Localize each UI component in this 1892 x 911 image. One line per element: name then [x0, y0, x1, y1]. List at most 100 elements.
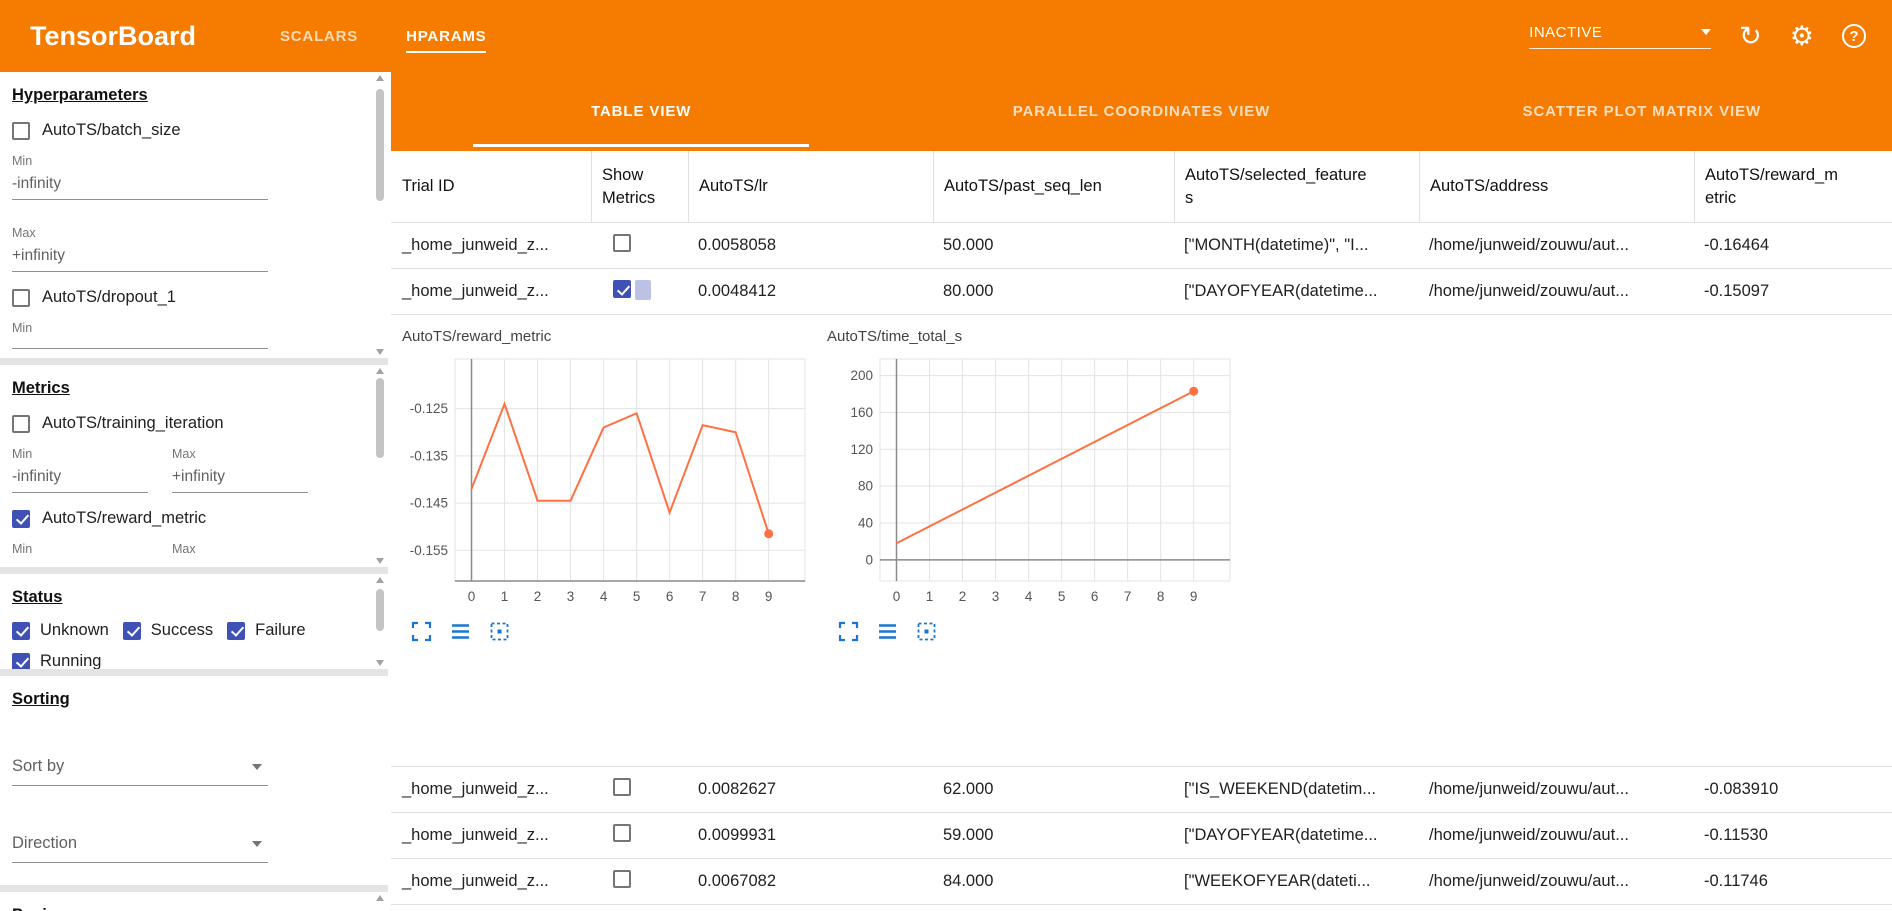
- success-checkbox[interactable]: [122, 621, 141, 640]
- table-row[interactable]: _home_junweid_z... 0.0082627 62.000 ["IS_WE…: [391, 767, 1892, 813]
- scroll-down-icon[interactable]: [376, 558, 384, 564]
- cell-trial-id: _home_junweid_z...: [402, 236, 549, 254]
- status-unknown[interactable]: Unknown: [12, 621, 109, 640]
- show-metrics-checkbox[interactable]: [613, 778, 631, 796]
- col-lr: AutoTS/lr: [688, 151, 933, 222]
- help-icon[interactable]: ?: [1842, 24, 1866, 48]
- cell-lr: 0.0058058: [698, 236, 776, 254]
- svg-text:0: 0: [893, 589, 901, 604]
- status-running[interactable]: Running: [12, 652, 101, 669]
- metric-training-iteration-row[interactable]: AutoTS/training_iteration: [12, 414, 388, 433]
- batch-size-min-input[interactable]: -infinity: [12, 168, 268, 200]
- dropout-checkbox[interactable]: [12, 288, 30, 307]
- table-row[interactable]: _home_junweid_z... 0.0067082 84.000 ["WEEKO…: [391, 859, 1892, 905]
- sorting-panel: Sorting Sort by Direction: [0, 676, 388, 885]
- scroll-down-icon[interactable]: [376, 660, 384, 666]
- tab-scatter-plot-matrix-view[interactable]: SCATTER PLOT MATRIX VIEW: [1522, 103, 1762, 120]
- cell-past-seq-len: 59.000: [943, 826, 994, 844]
- selection-box-icon[interactable]: [489, 621, 510, 642]
- status-filters: Unknown Success Failure Running: [12, 621, 372, 669]
- table-row[interactable]: _home_junweid_z... 0.0048412 80.000 ["DAYOF…: [391, 269, 1892, 315]
- run-status-dropdown[interactable]: INACTIVE: [1529, 23, 1712, 49]
- gear-icon[interactable]: ⚙: [1789, 20, 1814, 52]
- scrollbar[interactable]: [375, 577, 386, 666]
- hparam-dropout-row[interactable]: AutoTS/dropout_1: [12, 288, 388, 307]
- batch-size-checkbox[interactable]: [12, 121, 30, 140]
- cell-selected-features: ["DAYOFYEAR(datetime...: [1184, 826, 1378, 844]
- reward-metric-chart: 0 1 2 3 4 5 6 7 8 9 -0.125 -0.135 -0.145 -0.155: [410, 358, 806, 604]
- batch-size-max-input[interactable]: +infinity: [12, 240, 268, 272]
- tab-table-view[interactable]: TABLE VIEW: [391, 72, 891, 151]
- tab-scalars[interactable]: SCALARS: [280, 27, 359, 45]
- table-header: Trial ID Show Metrics AutoTS/lr AutoTS/p…: [391, 151, 1892, 223]
- status-failure[interactable]: Failure: [227, 621, 306, 640]
- chart-toolbar: [411, 621, 528, 642]
- tab-parallel-coordinates-view[interactable]: PARALLEL COORDINATES VIEW: [1012, 103, 1271, 120]
- metric-min-input[interactable]: -infinity: [12, 461, 148, 493]
- selection-box-icon[interactable]: [916, 621, 937, 642]
- scrollbar[interactable]: [375, 895, 386, 911]
- sort-by-select[interactable]: Sort by: [12, 751, 268, 786]
- show-metrics-checkbox[interactable]: [613, 824, 631, 842]
- metrics-panel: Metrics AutoTS/training_iteration Min -i…: [0, 365, 388, 567]
- scroll-thumb[interactable]: [376, 89, 384, 201]
- run-status-value: INACTIVE: [1529, 23, 1603, 41]
- svg-text:9: 9: [765, 589, 773, 604]
- paging-panel: Paging: [0, 892, 388, 911]
- metric-max-input[interactable]: +infinity: [172, 461, 308, 493]
- svg-text:6: 6: [666, 589, 674, 604]
- show-metrics-checkbox[interactable]: [613, 870, 631, 888]
- svg-text:6: 6: [1091, 589, 1099, 604]
- svg-text:7: 7: [699, 589, 707, 604]
- table-rows-bottom: _home_junweid_z... 0.0082627 62.000 ["IS_WE…: [391, 766, 1892, 905]
- hparam-batch-size-row[interactable]: AutoTS/batch_size: [12, 121, 388, 140]
- show-metrics-checkbox[interactable]: [613, 280, 651, 300]
- reward-metric-checkbox[interactable]: [12, 509, 30, 528]
- hparams-main: TABLE VIEW PARALLEL COORDINATES VIEW SCA…: [391, 72, 1892, 911]
- fullscreen-icon[interactable]: [411, 621, 432, 642]
- refresh-icon[interactable]: ↻: [1739, 20, 1762, 52]
- metric-reward-metric-row[interactable]: AutoTS/reward_metric: [12, 509, 388, 528]
- failure-checkbox[interactable]: [227, 621, 246, 640]
- scrollbar[interactable]: [375, 368, 386, 564]
- col-show-metrics: Show Metrics: [591, 151, 688, 222]
- cell-address: /home/junweid/zouwu/aut...: [1429, 826, 1629, 844]
- fullscreen-icon[interactable]: [838, 621, 859, 642]
- scroll-thumb[interactable]: [376, 589, 384, 631]
- svg-text:0: 0: [865, 552, 873, 567]
- list-icon[interactable]: [877, 621, 898, 642]
- scroll-up-icon[interactable]: [376, 577, 384, 583]
- svg-text:0: 0: [468, 589, 476, 604]
- scroll-thumb[interactable]: [376, 378, 384, 458]
- svg-text:1: 1: [926, 589, 934, 604]
- status-success[interactable]: Success: [122, 621, 213, 640]
- metrics-title: Metrics: [12, 379, 70, 397]
- reward-metric-range: Min Max: [12, 542, 196, 556]
- batch-size-max-field: Max +infinity: [12, 226, 388, 272]
- scrollbar[interactable]: [375, 75, 386, 355]
- direction-select[interactable]: Direction: [12, 828, 268, 863]
- unknown-checkbox[interactable]: [12, 621, 30, 640]
- cell-reward-metric: -0.083910: [1704, 780, 1779, 798]
- table-row[interactable]: _home_junweid_z... 0.0058058 50.000 ["MONTH…: [391, 223, 1892, 269]
- hyperparameters-panel: Hyperparameters AutoTS/batch_size Min -i…: [0, 72, 388, 358]
- scroll-down-icon[interactable]: [376, 349, 384, 355]
- chart-title-time-total: AutoTS/time_total_s: [827, 328, 963, 345]
- time-total-chart: 0 1 2 3 4 5 6 7 8 9 0 40 80 120 160 200: [850, 358, 1231, 604]
- col-selected-features: AutoTS/selected_features: [1174, 151, 1419, 222]
- scroll-up-icon[interactable]: [376, 895, 384, 901]
- svg-text:3: 3: [567, 589, 575, 604]
- svg-text:5: 5: [633, 589, 641, 604]
- running-checkbox[interactable]: [12, 652, 30, 669]
- training-iteration-checkbox[interactable]: [12, 414, 30, 433]
- tab-hparams[interactable]: HPARAMS: [382, 0, 510, 72]
- svg-text:7: 7: [1124, 589, 1132, 604]
- show-metrics-checkbox[interactable]: [613, 234, 631, 252]
- dropout-min-input[interactable]: [12, 335, 268, 349]
- cell-lr: 0.0067082: [698, 872, 776, 890]
- scroll-up-icon[interactable]: [376, 75, 384, 81]
- cell-reward-metric: -0.15097: [1704, 282, 1770, 300]
- table-row[interactable]: _home_junweid_z... 0.0099931 59.000 ["DAYOF…: [391, 813, 1892, 859]
- scroll-up-icon[interactable]: [376, 368, 384, 374]
- list-icon[interactable]: [450, 621, 471, 642]
